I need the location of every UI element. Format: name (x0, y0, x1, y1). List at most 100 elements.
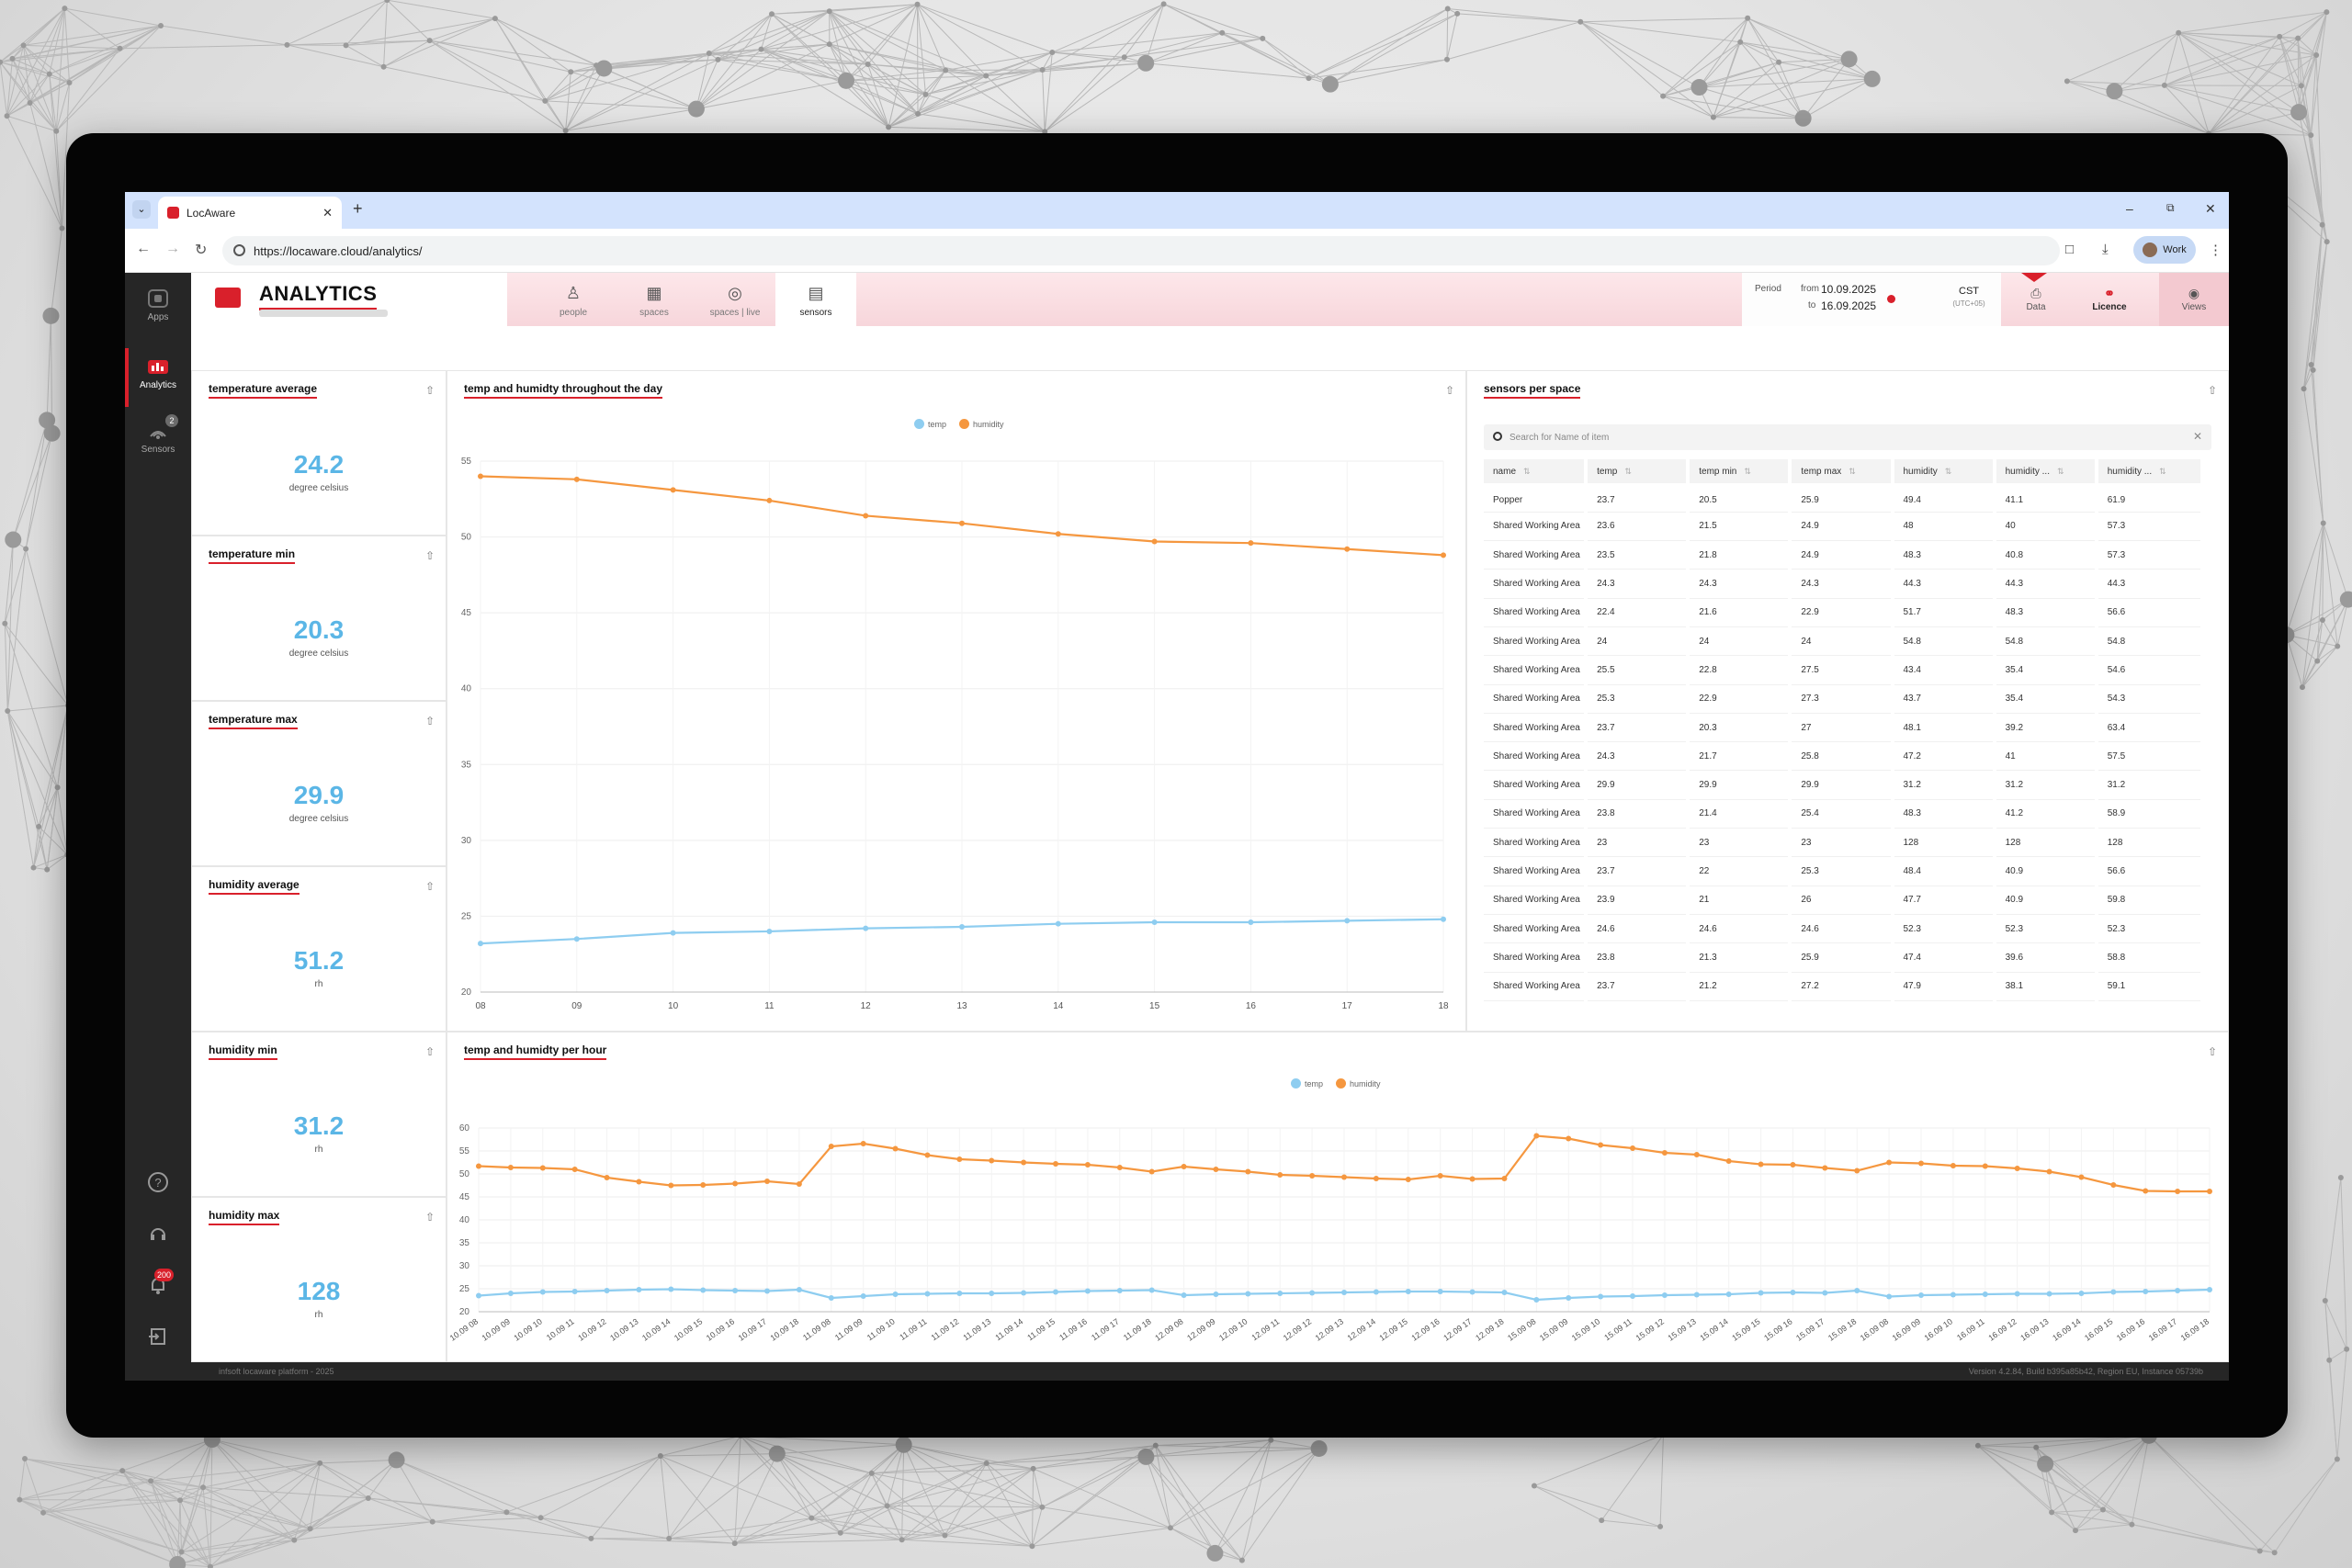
data-point-humidity (1693, 1152, 1700, 1157)
table-row[interactable]: Shared Working Area 23 23 23 128 128 128 (1484, 828, 2205, 858)
tab-search-icon[interactable]: ⌄ (132, 200, 151, 219)
timezone-selector[interactable]: CST (UTC+05) (1937, 273, 2001, 326)
table-row[interactable]: Shared Working Area 24.6 24.6 24.6 52.3 52.3 5… (1484, 914, 2205, 944)
notifications-button[interactable]: 200 (125, 1269, 191, 1299)
close-tab-icon[interactable]: ✕ (322, 205, 333, 220)
restore-icon[interactable]: ⧉ (2166, 201, 2175, 214)
export-icon[interactable]: ⇧ (2207, 384, 2217, 397)
legend-item-temp[interactable]: temp (914, 419, 946, 429)
table-row[interactable]: Shared Working Area 29.9 29.9 29.9 31.2 31.2 3… (1484, 770, 2205, 800)
table-row[interactable]: Shared Working Area 22.4 21.6 22.9 51.7 48.3 5… (1484, 598, 2205, 627)
back-icon[interactable]: ← (136, 241, 151, 256)
tab-people[interactable]: ♙ people (533, 273, 614, 326)
network-edge (211, 1438, 321, 1464)
tab-sensors[interactable]: ▤ sensors (775, 273, 856, 326)
help-button[interactable]: ? (125, 1171, 191, 1196)
sort-icon[interactable]: ⇅ (1744, 466, 1751, 476)
column-header[interactable]: temp ⇅ (1586, 459, 1690, 483)
minimize-icon[interactable]: – (2126, 201, 2133, 216)
clear-search-icon[interactable]: ✕ (2192, 430, 2202, 443)
column-header[interactable]: temp max ⇅ (1790, 459, 1894, 483)
network-edge (1308, 59, 1448, 79)
tab-spaces[interactable]: ▦ spaces (614, 273, 695, 326)
profile-button[interactable]: Work (2133, 236, 2196, 264)
export-icon[interactable]: ⇧ (424, 880, 435, 893)
table-row[interactable]: Shared Working Area 23.5 21.8 24.9 48.3 40.8 5… (1484, 540, 2205, 570)
legend-item-temp[interactable]: temp (1291, 1078, 1323, 1089)
legend-item-humidity[interactable]: humidity (1336, 1078, 1381, 1089)
export-icon[interactable]: ⇧ (424, 715, 435, 728)
table-row[interactable]: Shared Working Area 23.7 21.2 27.2 47.9 38.1 5… (1484, 972, 2205, 1001)
data-point-humidity (1055, 531, 1061, 537)
column-header[interactable]: humidity ⇅ (1892, 459, 1996, 483)
sidebar-item-apps[interactable]: Apps (125, 288, 191, 322)
data-button[interactable]: ⎙ Data (2001, 273, 2071, 326)
table-search-input[interactable]: Search for Name of item ✕ (1484, 424, 2211, 450)
table-cell: 21.3 (1688, 942, 1792, 973)
period-from-date[interactable]: 10.09.2025 (1821, 283, 1877, 296)
network-edge (917, 51, 1053, 115)
sidebar-item-sensors[interactable]: 2 Sensors (125, 414, 191, 455)
table-row[interactable]: Shared Working Area 23.7 22 25.3 48.4 40.9 56.… (1484, 856, 2205, 886)
table-row[interactable]: Shared Working Area 23.6 21.5 24.9 48 40 57.3 (1484, 512, 2205, 542)
network-node (2313, 52, 2320, 59)
sort-icon[interactable]: ⇅ (1944, 466, 1952, 476)
sort-icon[interactable]: ⇅ (1849, 466, 1856, 476)
period-selector[interactable]: Period from to 10.09.2025 16.09.2025 (1742, 273, 1937, 326)
support-button[interactable] (125, 1223, 191, 1247)
table-row[interactable]: Shared Working Area 25.3 22.9 27.3 43.7 35.4 5… (1484, 684, 2205, 714)
extensions-icon[interactable]: □ (2065, 242, 2075, 257)
table-row[interactable]: Shared Working Area 23.8 21.4 25.4 48.3 41.2 5… (1484, 799, 2205, 829)
table-row[interactable]: Shared Working Area 24.3 24.3 24.3 44.3 44.3 4… (1484, 569, 2205, 599)
licence-button[interactable]: ⚭ Licence (2075, 273, 2144, 326)
export-icon[interactable]: ⇧ (424, 1211, 435, 1224)
column-header[interactable]: humidity ... ⇅ (2096, 459, 2205, 483)
export-icon[interactable]: ⇧ (424, 549, 435, 562)
table-cell: 41 (1994, 741, 2098, 772)
legend-item-humidity[interactable]: humidity (959, 419, 1004, 429)
views-button[interactable]: ◉ Views (2159, 273, 2229, 326)
column-header[interactable]: temp min ⇅ (1688, 459, 1792, 483)
network-edge (2052, 1509, 2104, 1513)
reload-icon[interactable]: ↻ (195, 243, 208, 258)
sidebar-item-analytics[interactable]: Analytics (125, 348, 191, 407)
url-field[interactable]: https://locaware.cloud/analytics/ (222, 236, 2060, 265)
sort-icon[interactable]: ⇅ (1523, 466, 1531, 476)
network-edge (1747, 17, 1804, 118)
column-header[interactable]: humidity ... ⇅ (1994, 459, 2098, 483)
browser-menu-icon[interactable]: ⋮ (2209, 243, 2222, 258)
x-tick-label: 16.09 10 (1923, 1316, 1954, 1342)
table-row[interactable]: Popper 23.7 20.5 25.9 49.4 41.1 61.9 (1484, 483, 2205, 513)
table-row[interactable]: Shared Working Area 25.5 22.8 27.5 43.4 35.4 5… (1484, 655, 2205, 685)
site-info-icon[interactable] (233, 244, 245, 256)
sort-icon[interactable]: ⇅ (2056, 466, 2064, 476)
sort-icon[interactable]: ⇅ (1624, 466, 1632, 476)
export-icon[interactable]: ⇧ (424, 1045, 435, 1058)
x-tick-label: 15.09 17 (1794, 1316, 1826, 1342)
network-node (40, 1509, 47, 1516)
export-icon[interactable]: ⇧ (424, 384, 435, 397)
table-row[interactable]: Shared Working Area 23.8 21.3 25.9 47.4 39.6 5… (1484, 942, 2205, 973)
table-row[interactable]: Shared Working Area 24 24 24 54.8 54.8 54.8 (1484, 626, 2205, 657)
eye-icon: ◉ (2188, 286, 2200, 300)
browser-tab[interactable]: LocAware ✕ (158, 197, 342, 229)
new-tab-icon[interactable]: + (353, 199, 363, 218)
table-row[interactable]: Shared Working Area 23.9 21 26 47.7 40.9 59.8 (1484, 886, 2205, 915)
export-icon[interactable]: ⇧ (1444, 384, 1454, 397)
tab-spaces-live[interactable]: ◎ spaces | live (695, 273, 775, 326)
column-header[interactable]: name ⇅ (1484, 459, 1589, 483)
table-row[interactable]: Shared Working Area 23.7 20.3 27 48.1 39.2 63.… (1484, 713, 2205, 743)
network-edge (506, 1511, 592, 1540)
data-point-humidity (1053, 1161, 1058, 1167)
network-edge (19, 1499, 44, 1514)
download-icon[interactable]: ⤓ (2102, 242, 2109, 257)
export-icon[interactable]: ⇧ (2207, 1045, 2217, 1058)
period-to-date[interactable]: 16.09.2025 (1821, 299, 1877, 312)
close-window-icon[interactable]: ✕ (2205, 201, 2216, 216)
table-row[interactable]: Shared Working Area 24.3 21.7 25.8 47.2 41 57.… (1484, 741, 2205, 772)
sort-icon[interactable]: ⇅ (2159, 466, 2166, 476)
table-cell: 51.7 (1892, 598, 1996, 627)
forward-icon[interactable]: → (165, 241, 180, 256)
active-indicator (125, 348, 129, 407)
logout-button[interactable] (125, 1325, 191, 1350)
